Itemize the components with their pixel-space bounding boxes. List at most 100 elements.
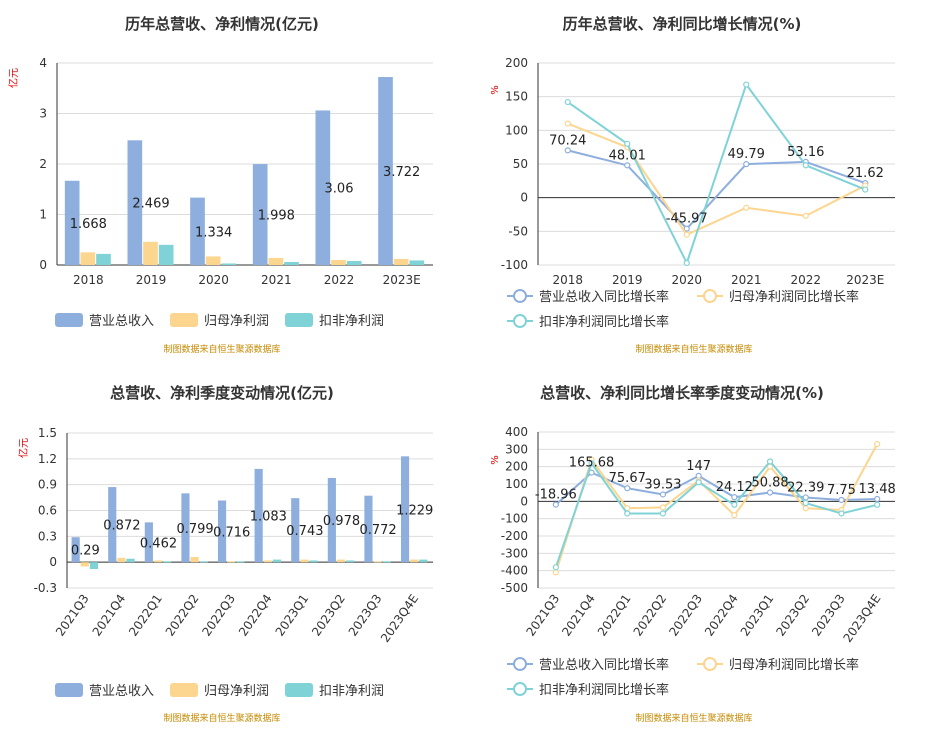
point-归母净利润同比增长率 xyxy=(743,204,750,211)
chart-title: 历年总营收、净利情况(亿元) xyxy=(125,15,319,33)
point-归母净利润同比增长率 xyxy=(683,231,690,238)
data-label: 21.62 xyxy=(847,166,884,181)
bar-扣非净利润 xyxy=(346,560,355,563)
bar-扣非净利润 xyxy=(96,253,111,265)
legend-swatch xyxy=(285,313,313,327)
bar-营业总收入 xyxy=(327,477,336,563)
bar-扣非净利润 xyxy=(199,561,208,563)
x-tick-label: 2018 xyxy=(552,273,583,287)
bar-营业总收入 xyxy=(400,456,410,563)
point-扣非净利润同比增长率 xyxy=(802,499,809,507)
bar-归母净利润 xyxy=(300,559,309,563)
bar-营业总收入 xyxy=(108,487,117,563)
bar-营业总收入 xyxy=(315,110,331,265)
x-tick-label: 2022 xyxy=(324,273,355,287)
legend-swatch xyxy=(55,313,83,327)
data-label: 2.469 xyxy=(132,197,169,212)
y-tick-label: -500 xyxy=(501,581,528,595)
legend-label: 扣非净利润同比增长率 xyxy=(539,682,669,698)
bar-营业总收入 xyxy=(364,495,373,563)
data-label: 0.772 xyxy=(359,523,396,538)
y-tick-label: 0 xyxy=(49,555,57,569)
bar-营业总收入 xyxy=(217,500,227,563)
x-tick-label: 2023Q1 xyxy=(273,592,312,639)
bar-归母净利润 xyxy=(117,557,126,563)
data-label: 53.16 xyxy=(787,145,824,160)
bar-扣非净利润 xyxy=(126,558,135,563)
x-tick-label: 2023Q3 xyxy=(346,592,385,639)
y-tick-label: 0 xyxy=(520,191,528,205)
chart-title: 历年总营收、净利同比增长情况(%) xyxy=(563,15,802,33)
data-label: 1.083 xyxy=(250,510,287,525)
bar-营业总收入 xyxy=(378,77,393,265)
bar-扣非净利润 xyxy=(163,561,172,563)
y-tick-label: -200 xyxy=(501,529,528,543)
x-tick-label: 2021 xyxy=(261,273,292,287)
point-归母净利润同比增长率 xyxy=(802,212,809,219)
bar-归母净利润 xyxy=(393,258,409,265)
point-营业总收入同比增长率 xyxy=(659,491,667,498)
legend-label: 营业总收入同比增长率 xyxy=(539,289,669,305)
data-label: 39.53 xyxy=(644,477,681,492)
source-note: 制图数据来自恒生聚源数据库 xyxy=(163,712,280,724)
legend-marker xyxy=(513,289,527,303)
legend-label: 营业总收入 xyxy=(89,684,154,699)
x-tick-label: 2021Q4 xyxy=(559,592,598,639)
x-tick-label: 2022 xyxy=(790,273,821,287)
data-label: 1.998 xyxy=(258,209,295,224)
bar-扣非净利润 xyxy=(309,560,318,563)
legend-marker xyxy=(703,657,717,671)
source-note: 制图数据来自恒生聚源数据库 xyxy=(635,712,752,724)
point-营业总收入同比增长率 xyxy=(564,147,571,154)
point-扣非净利润同比增长率 xyxy=(588,460,595,467)
data-label: 165.68 xyxy=(569,456,615,471)
legend-label: 营业总收入 xyxy=(89,314,154,329)
bar-扣非净利润 xyxy=(236,561,245,563)
data-label: 0.29 xyxy=(71,544,100,559)
x-tick-label: 2023Q1 xyxy=(738,592,777,639)
x-tick-label: 2022Q4 xyxy=(702,592,741,639)
bar-归母净利润 xyxy=(331,259,346,265)
data-label: 1.229 xyxy=(396,503,433,518)
legend-swatch xyxy=(55,683,83,697)
point-营业总收入同比增长率 xyxy=(624,162,631,169)
line-扣非净利润同比增长率 xyxy=(554,459,878,568)
legend-label: 扣非净利润 xyxy=(319,684,384,699)
bar-归母净利润 xyxy=(143,241,158,265)
point-归母净利润同比增长率 xyxy=(874,441,881,448)
bar-归母净利润 xyxy=(336,559,346,563)
y-tick-label: 0.9 xyxy=(38,478,57,492)
line-归母净利润同比增长率 xyxy=(567,122,866,236)
bar-归母净利润 xyxy=(190,557,199,563)
y-tick-label: 200 xyxy=(505,56,528,70)
bar-营业总收入 xyxy=(254,468,263,563)
data-label: -45.97 xyxy=(666,212,708,227)
y-tick-label: -50 xyxy=(508,224,528,238)
data-label: 24.12 xyxy=(716,480,753,495)
quarterly-revenue-profit-chart: 总营收、净利季度变动情况(亿元) 亿元 -0.3 0 0.3 0.6 0.9 1.2 1.5 20… xyxy=(17,384,433,724)
bar-归母净利润 xyxy=(153,560,163,563)
data-label: 50.88 xyxy=(751,476,788,491)
data-label: 0.978 xyxy=(323,514,360,529)
point-扣非净利润同比增长率 xyxy=(624,510,631,517)
y-tick-label: 0.6 xyxy=(38,504,57,518)
point-营业总收入同比增长率 xyxy=(731,494,738,501)
bar-扣非净利润 xyxy=(382,561,391,563)
point-营业总收入同比增长率 xyxy=(683,225,690,232)
point-扣非净利润同比增长率 xyxy=(743,81,750,88)
point-营业总收入同比增长率 xyxy=(766,489,774,496)
legend-label: 归母净利润同比增长率 xyxy=(729,657,859,673)
data-label: 0.716 xyxy=(213,525,250,540)
data-label: 0.743 xyxy=(286,524,323,539)
y-tick-label: 50 xyxy=(513,157,528,171)
x-tick-label: 2022Q1 xyxy=(595,592,634,639)
y-tick-label: -300 xyxy=(501,546,528,560)
point-扣非净利润同比增长率 xyxy=(552,564,559,571)
x-tick-label: 2021Q4 xyxy=(90,592,129,639)
x-tick-label: 2019 xyxy=(612,273,643,287)
data-label: 0.872 xyxy=(103,519,140,534)
data-label: -18.96 xyxy=(535,488,577,503)
point-扣非净利润同比增长率 xyxy=(564,98,571,106)
y-tick-label: 400 xyxy=(505,425,528,439)
data-label: 70.24 xyxy=(549,133,586,148)
